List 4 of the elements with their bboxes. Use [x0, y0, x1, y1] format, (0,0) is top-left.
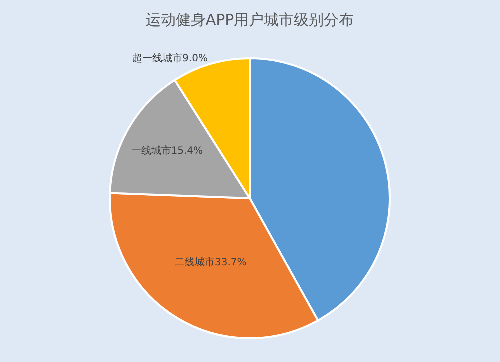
slice-label: 二线城市33.7%: [175, 256, 247, 268]
slice-label: 一线城市15.4%: [131, 144, 204, 157]
chart-title: 运动健身APP用户城市级别分布: [146, 10, 354, 29]
slice-label: 超一线城市9.0%: [132, 52, 208, 65]
